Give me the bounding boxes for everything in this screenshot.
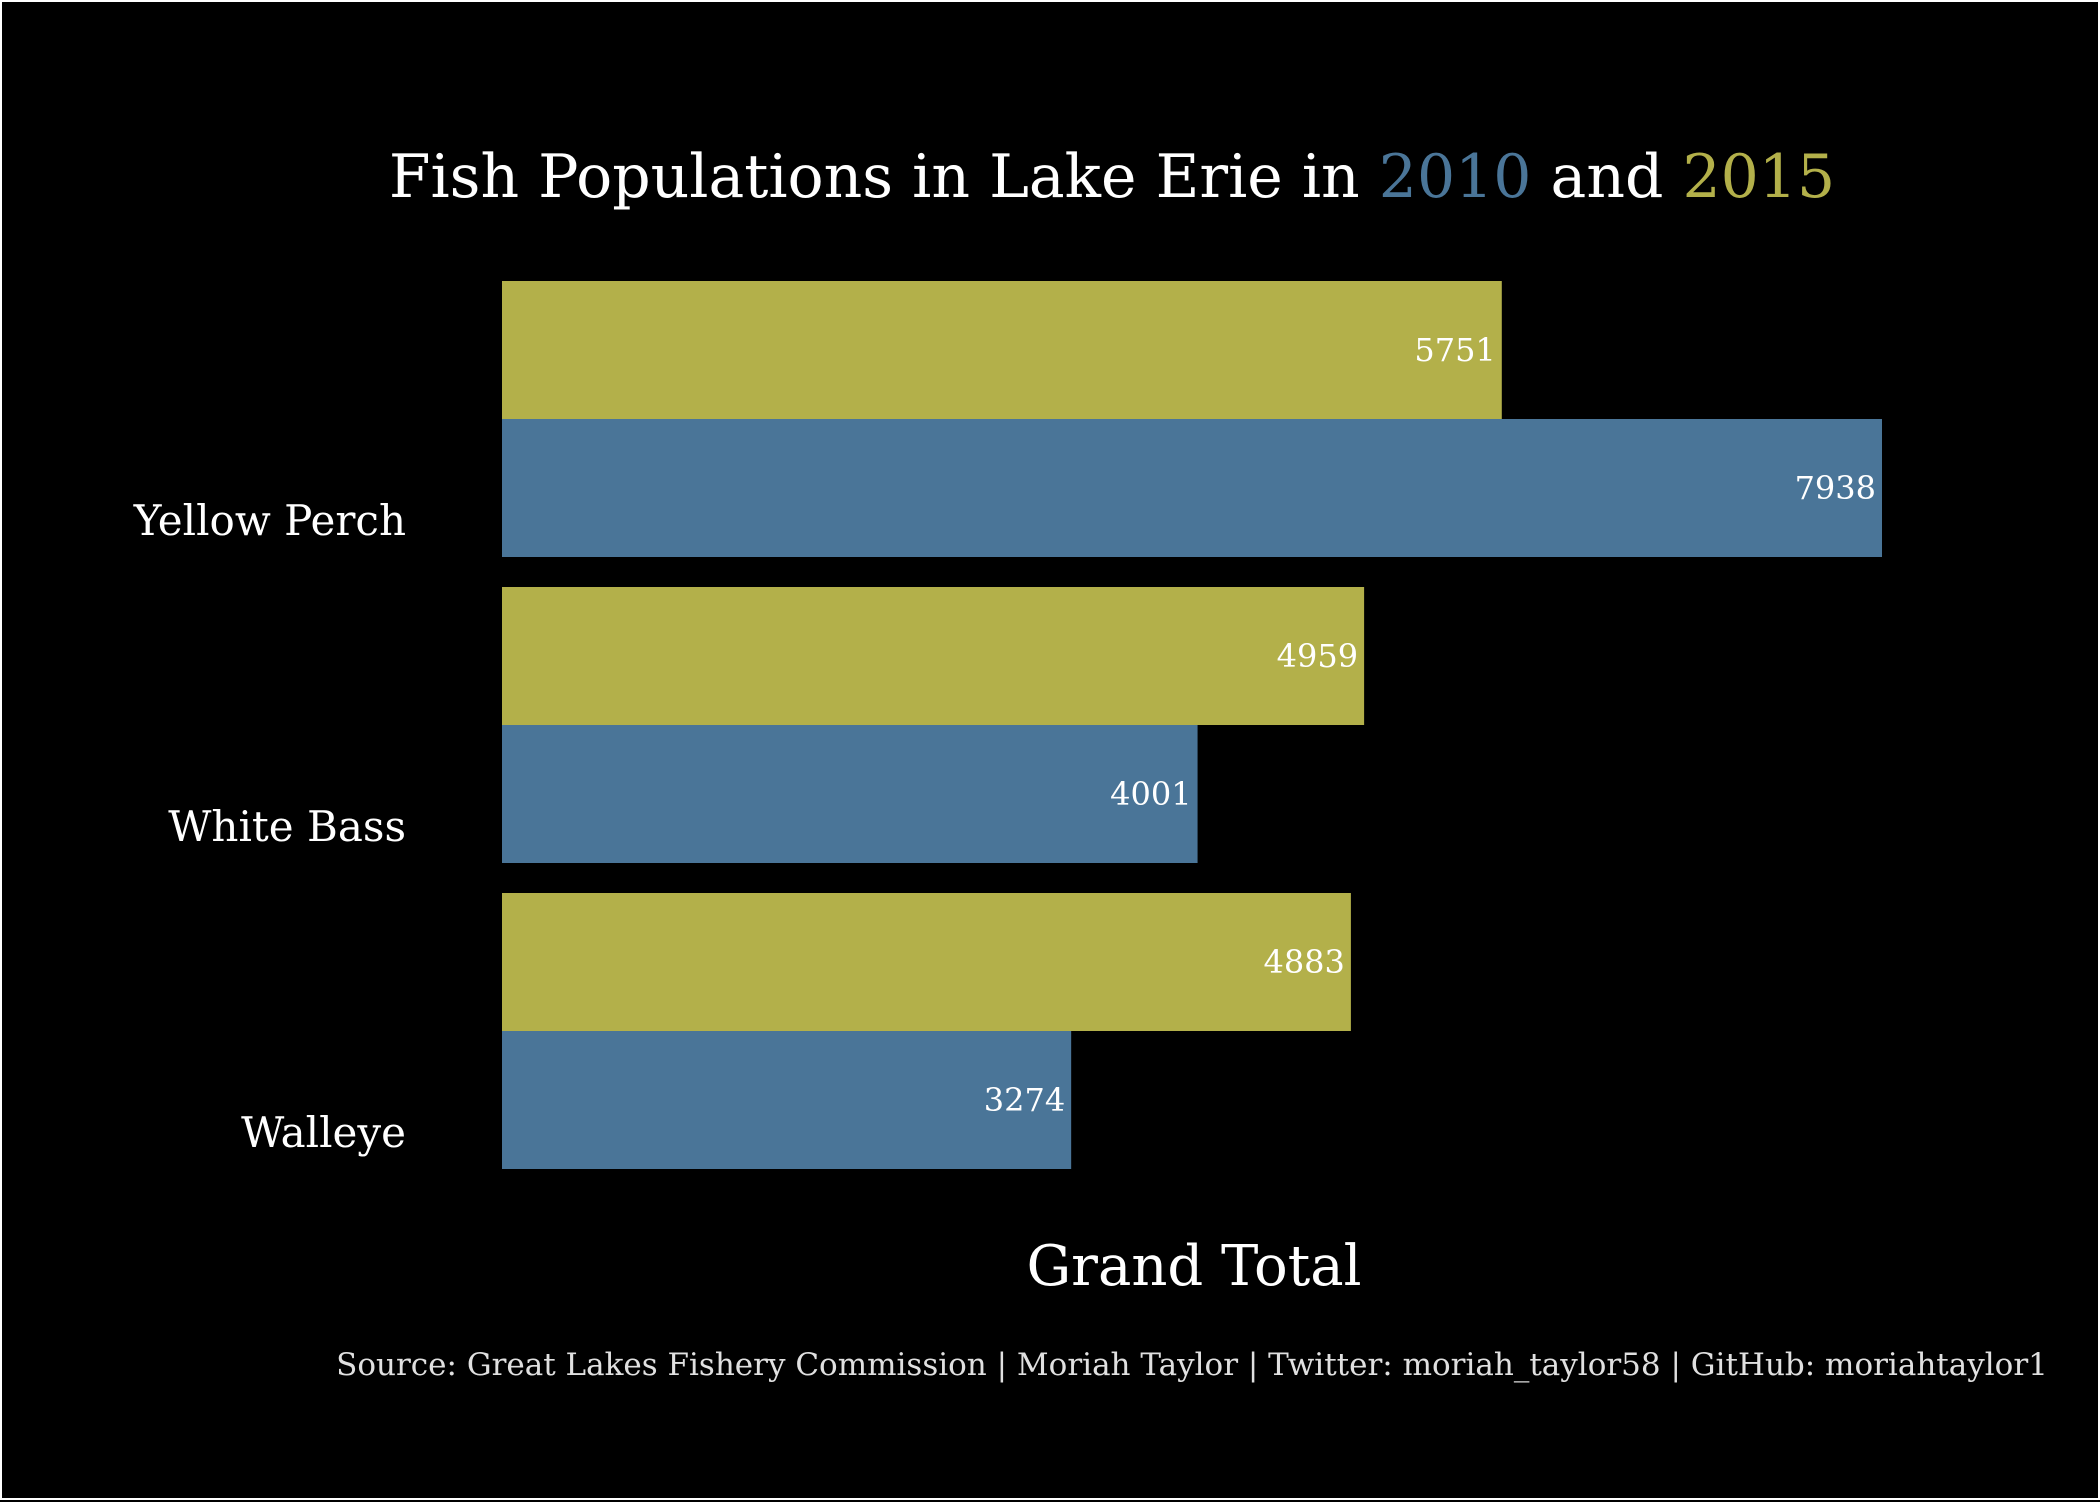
value-label-yellow-perch-2010: 7938 [1795, 469, 1876, 507]
bar-walleye-2010 [502, 1031, 1072, 1169]
bars-layer [502, 281, 1882, 1169]
chart-title: Fish Populations in Lake Erie in 2010 an… [389, 142, 1835, 212]
title-part-2: and [1531, 142, 1682, 212]
title-part-3: 2015 [1682, 142, 1835, 212]
title-part-0: Fish Populations in Lake Erie in [389, 142, 1379, 212]
bar-yellow-perch-2015 [502, 281, 1502, 419]
source-caption: Source: Great Lakes Fishery Commission |… [336, 1347, 2048, 1383]
bar-yellow-perch-2010 [502, 419, 1882, 557]
bar-walleye-2015 [502, 893, 1351, 1031]
category-label-yellow-perch: Yellow Perch [133, 496, 406, 545]
value-label-yellow-perch-2015: 5751 [1414, 331, 1495, 369]
bar-white-bass-2010 [502, 725, 1198, 863]
value-label-walleye-2015: 4883 [1263, 943, 1344, 981]
value-labels: 5751 7938 4959 4001 4883 3274 [984, 331, 1876, 1119]
title-part-1: 2010 [1379, 142, 1532, 212]
category-labels: Yellow Perch White Bass Walleye [133, 496, 406, 1157]
value-label-white-bass-2010: 4001 [1110, 775, 1191, 813]
value-label-white-bass-2015: 4959 [1277, 637, 1358, 675]
category-label-white-bass: White Bass [168, 802, 406, 851]
category-label-walleye: Walleye [241, 1108, 406, 1157]
value-label-walleye-2010: 3274 [984, 1081, 1065, 1119]
bar-white-bass-2015 [502, 587, 1365, 725]
x-axis-label: Grand Total [1026, 1234, 1361, 1299]
